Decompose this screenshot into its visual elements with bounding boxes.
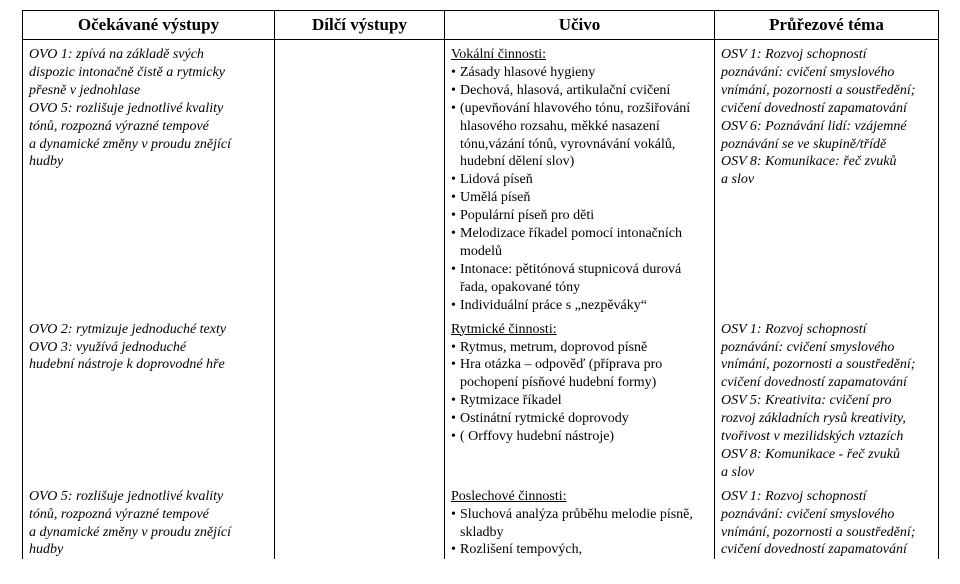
list-item: Sluchová analýza průběhu melodie písně, … bbox=[451, 506, 708, 542]
text-line: OSV 1: Rozvoj schopností bbox=[721, 488, 932, 506]
text-line: a dynamické změny v proudu znějící bbox=[29, 524, 268, 542]
cell-partial-3 bbox=[275, 482, 445, 560]
list-item: Individuální práce s „nezpěváky“ bbox=[451, 297, 708, 315]
cell-expected-2: OVO 2: rytmizuje jednoduché texty OVO 3:… bbox=[23, 315, 275, 482]
section-heading: Rytmické činnosti: bbox=[451, 321, 708, 339]
curriculum-table: Očekávané výstupy Dílčí výstupy Učivo Pr… bbox=[22, 10, 939, 559]
list-item: Intonace: pětitónová stupnicová durová ř… bbox=[451, 261, 708, 297]
header-col1: Očekávané výstupy bbox=[23, 11, 275, 40]
list-item: Hra otázka – odpověď (příprava pro pocho… bbox=[451, 356, 708, 392]
text-line: poznávání: cvičení smyslového bbox=[721, 506, 932, 524]
text-line: tvořivost v mezilidských vztazích bbox=[721, 428, 932, 446]
text-line: OVO 5: rozlišuje jednotlivé kvality bbox=[29, 488, 268, 506]
text-line: OSV 8: Komunikace - řeč zvuků bbox=[721, 446, 932, 464]
text-line: poznávání se ve skupině/třídě bbox=[721, 136, 932, 154]
cell-topic-2: OSV 1: Rozvoj schopností poznávání: cvič… bbox=[715, 315, 939, 482]
cell-content-3: Poslechové činnosti: Sluchová analýza pr… bbox=[445, 482, 715, 560]
list-item: (upevňování hlavového tónu, rozšiřování … bbox=[451, 100, 708, 172]
cell-partial-1 bbox=[275, 40, 445, 315]
text-line: rozvoj základních rysů kreativity, bbox=[721, 410, 932, 428]
header-col4: Průřezové téma bbox=[715, 11, 939, 40]
text-line: OVO 2: rytmizuje jednoduché texty bbox=[29, 321, 268, 339]
cell-expected-1: OVO 1: zpívá na základě svých dispozic i… bbox=[23, 40, 275, 315]
list-item: Ostinátní rytmické doprovody bbox=[451, 410, 708, 428]
page: Očekávané výstupy Dílčí výstupy Učivo Pr… bbox=[0, 0, 960, 584]
text-line: vnímání, pozornosti a soustředění; bbox=[721, 524, 932, 542]
text-line: poznávání: cvičení smyslového bbox=[721, 64, 932, 82]
bullet-list: Sluchová analýza průběhu melodie písně, … bbox=[451, 506, 708, 560]
list-item: ( Orffovy hudební nástroje) bbox=[451, 428, 708, 446]
text-line: hudby bbox=[29, 541, 268, 559]
text-line: vnímání, pozornosti a soustředění; bbox=[721, 82, 932, 100]
text-line: OVO 5: rozlišuje jednotlivé kvality bbox=[29, 100, 268, 118]
text-line: OSV 8: Komunikace: řeč zvuků bbox=[721, 153, 932, 171]
list-item: Rytmus, metrum, doprovod písně bbox=[451, 339, 708, 357]
bullet-list: Rytmus, metrum, doprovod písně Hra otázk… bbox=[451, 339, 708, 446]
cell-topic-1: OSV 1: Rozvoj schopností poznávání: cvič… bbox=[715, 40, 939, 315]
text-line: hudby bbox=[29, 153, 268, 171]
list-item: Rytmizace říkadel bbox=[451, 392, 708, 410]
cell-partial-2 bbox=[275, 315, 445, 482]
text-line: vnímání, pozornosti a soustředění; bbox=[721, 356, 932, 374]
table-row: OVO 2: rytmizuje jednoduché texty OVO 3:… bbox=[23, 315, 939, 482]
text-line: a slov bbox=[721, 464, 932, 482]
text-line: a dynamické změny v proudu znějící bbox=[29, 136, 268, 154]
list-item: Zásady hlasové hygieny bbox=[451, 64, 708, 82]
text-line: OSV 6: Poznávání lidí: vzájemné bbox=[721, 118, 932, 136]
text-line: přesně v jednohlase bbox=[29, 82, 268, 100]
text-line: OSV 5: Kreativita: cvičení pro bbox=[721, 392, 932, 410]
text-line: OSV 1: Rozvoj schopností bbox=[721, 46, 932, 64]
text-line: cvičení dovedností zapamatování bbox=[721, 541, 932, 559]
table-row: OVO 1: zpívá na základě svých dispozic i… bbox=[23, 40, 939, 315]
text-line: cvičení dovedností zapamatování bbox=[721, 100, 932, 118]
cell-content-2: Rytmické činnosti: Rytmus, metrum, dopro… bbox=[445, 315, 715, 482]
text-line: OVO 1: zpívá na základě svých bbox=[29, 46, 268, 64]
text-line: tónů, rozpozná výrazné tempové bbox=[29, 118, 268, 136]
table-row: OVO 5: rozlišuje jednotlivé kvality tónů… bbox=[23, 482, 939, 560]
text-line: cvičení dovedností zapamatování bbox=[721, 374, 932, 392]
list-item: Dechová, hlasová, artikulační cvičení bbox=[451, 82, 708, 100]
cell-topic-3: OSV 1: Rozvoj schopností poznávání: cvič… bbox=[715, 482, 939, 560]
list-item: Populární píseň pro děti bbox=[451, 207, 708, 225]
list-item: Lidová píseň bbox=[451, 171, 708, 189]
cell-expected-3: OVO 5: rozlišuje jednotlivé kvality tónů… bbox=[23, 482, 275, 560]
text-line: OVO 3: využívá jednoduché bbox=[29, 339, 268, 357]
list-item: Melodizace říkadel pomocí intonačních mo… bbox=[451, 225, 708, 261]
text-line: poznávání: cvičení smyslového bbox=[721, 339, 932, 357]
cell-content-1: Vokální činnosti: Zásady hlasové hygieny… bbox=[445, 40, 715, 315]
header-col2: Dílčí výstupy bbox=[275, 11, 445, 40]
text-line: a slov bbox=[721, 171, 932, 189]
header-row: Očekávané výstupy Dílčí výstupy Učivo Pr… bbox=[23, 11, 939, 40]
header-col3: Učivo bbox=[445, 11, 715, 40]
list-item: Rozlišení tempových, bbox=[451, 541, 708, 559]
text-line: dispozic intonačně čistě a rytmicky bbox=[29, 64, 268, 82]
text-line: tónů, rozpozná výrazné tempové bbox=[29, 506, 268, 524]
section-heading: Poslechové činnosti: bbox=[451, 488, 708, 506]
text-line: hudební nástroje k doprovodné hře bbox=[29, 356, 268, 374]
bullet-list: Zásady hlasové hygieny Dechová, hlasová,… bbox=[451, 64, 708, 315]
section-heading: Vokální činnosti: bbox=[451, 46, 708, 64]
list-item: Umělá píseň bbox=[451, 189, 708, 207]
text-line: OSV 1: Rozvoj schopností bbox=[721, 321, 932, 339]
